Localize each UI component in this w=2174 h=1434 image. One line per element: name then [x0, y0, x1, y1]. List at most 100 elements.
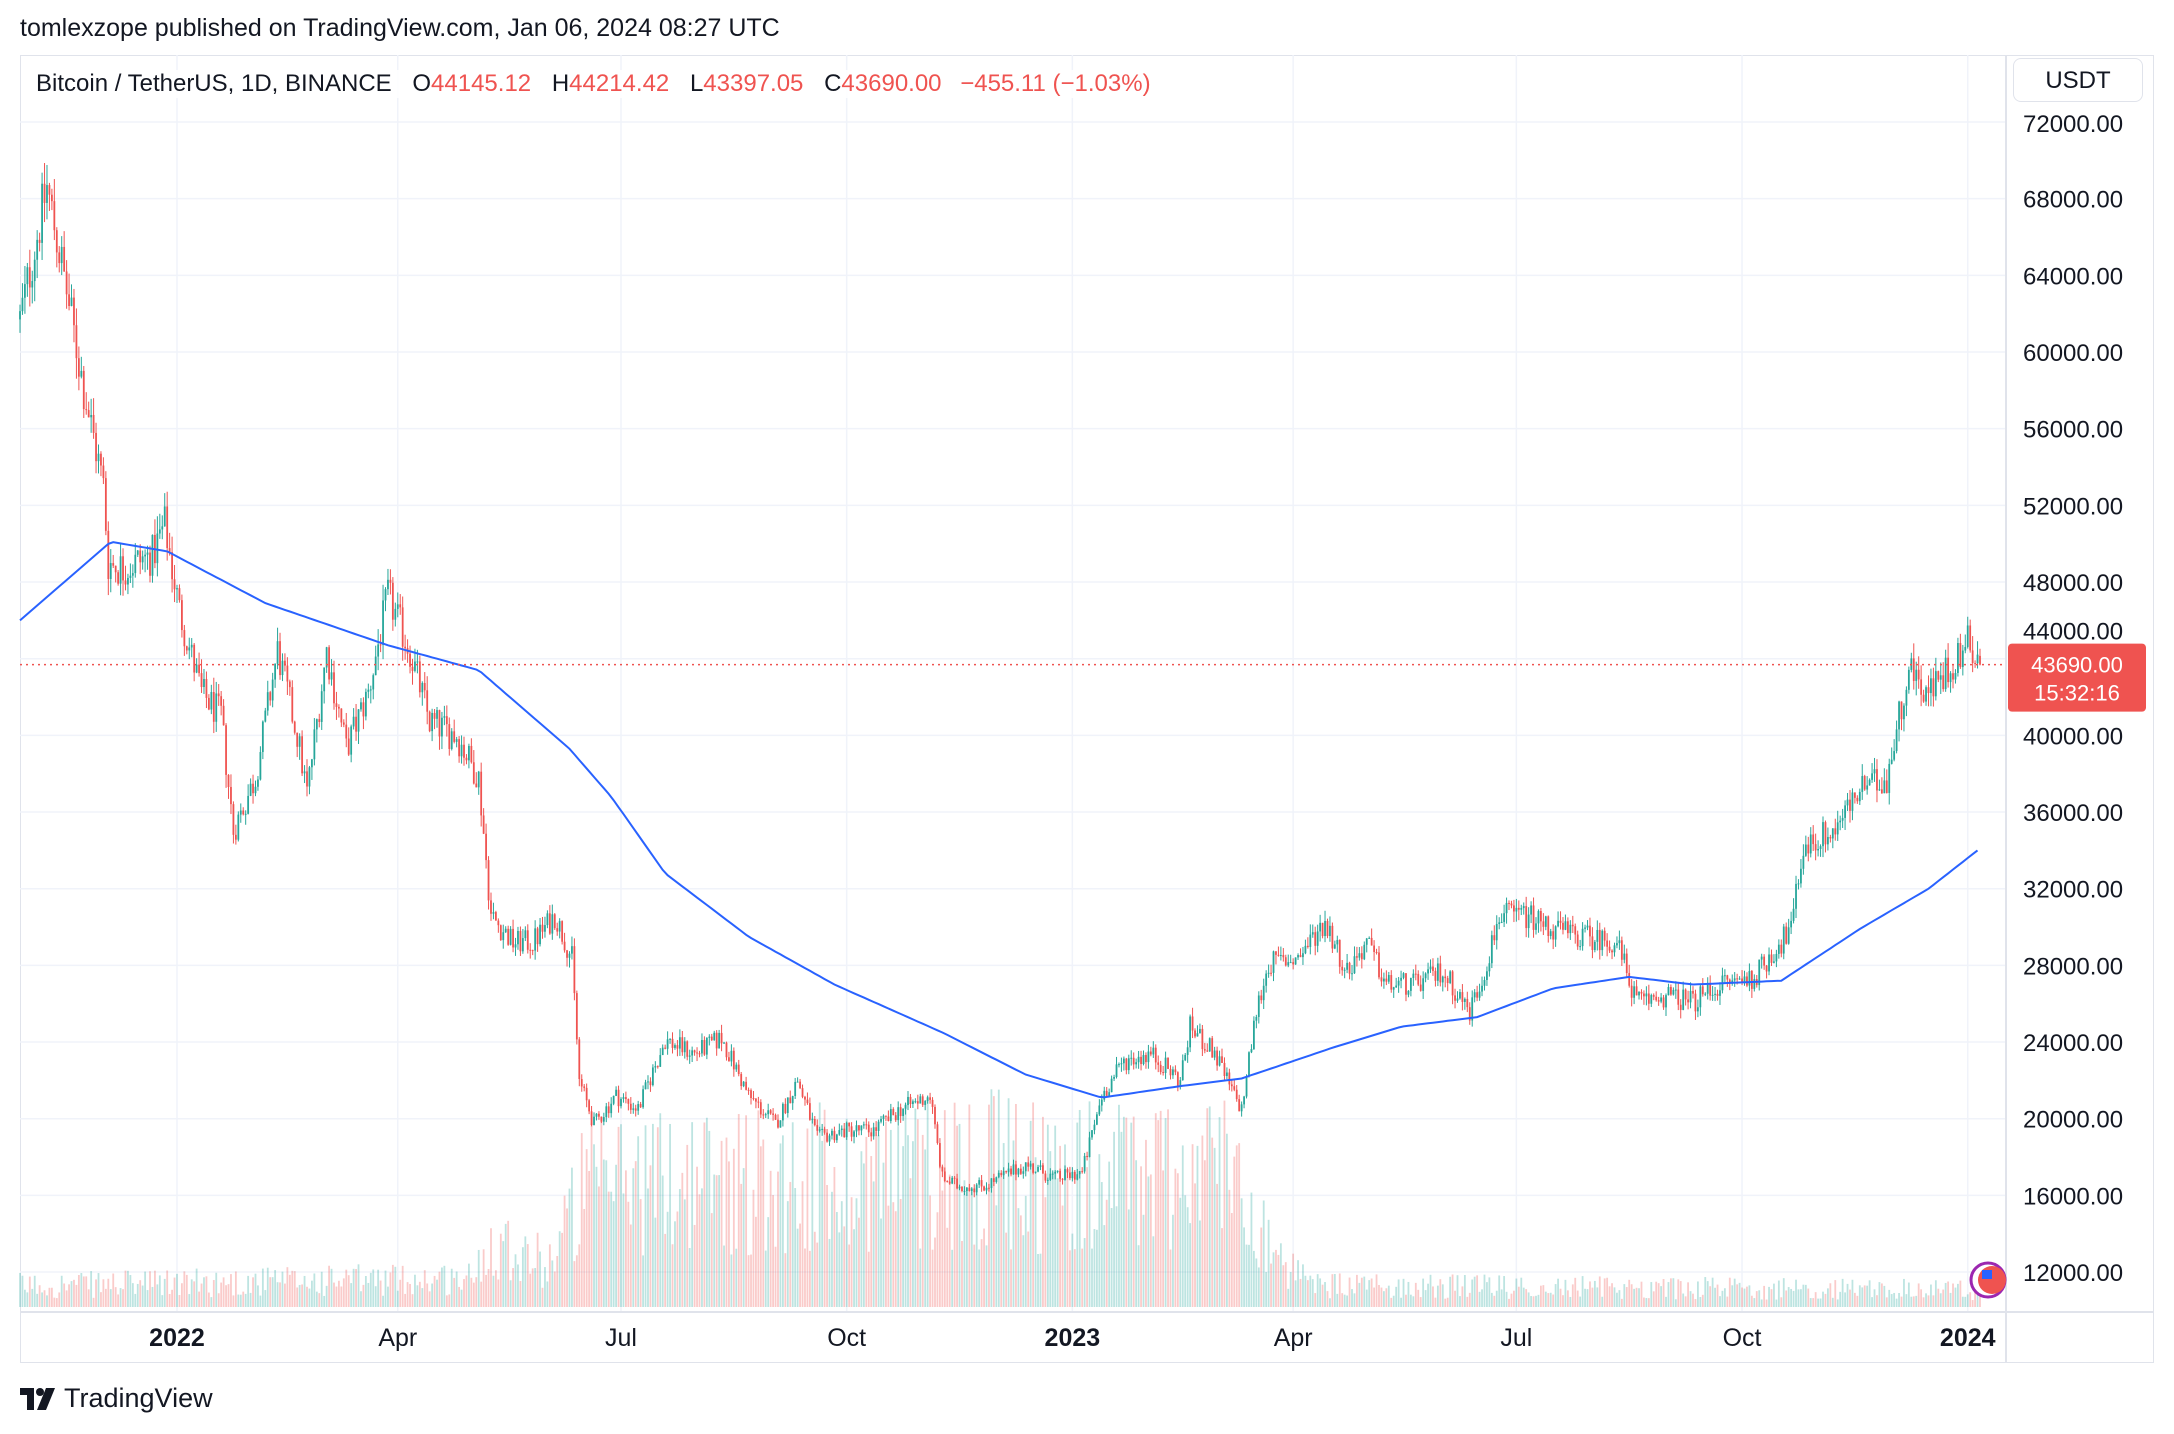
volume-bar: [1822, 1291, 1824, 1307]
volume-bar: [676, 1211, 679, 1307]
candle-body: [1319, 922, 1322, 932]
candle-body: [63, 246, 66, 272]
candle-body: [860, 1125, 863, 1131]
candle-body: [1154, 1047, 1157, 1063]
candle-body: [1226, 1072, 1228, 1076]
volume-bar: [816, 1242, 819, 1307]
candle-body: [629, 1103, 632, 1110]
volume-bar: [705, 1117, 708, 1307]
volume-bar: [1809, 1298, 1812, 1307]
volume-bar: [276, 1282, 279, 1307]
volume-bar: [728, 1161, 730, 1307]
candle-body: [1726, 975, 1729, 980]
volume-bar: [1073, 1249, 1076, 1307]
candle-body: [58, 252, 61, 264]
volume-bar: [1294, 1280, 1297, 1307]
volume-bar: [1360, 1277, 1363, 1307]
volume-bar: [539, 1251, 541, 1307]
volume-bar: [217, 1293, 220, 1307]
candle-body: [308, 767, 311, 787]
volume-bar: [617, 1126, 620, 1307]
candle-body: [1822, 822, 1824, 847]
volume-bar: [58, 1292, 61, 1307]
volume-bar: [1375, 1274, 1378, 1307]
candle-body: [1863, 776, 1866, 790]
volume-bar: [1719, 1296, 1721, 1307]
volume-bar: [1616, 1292, 1618, 1307]
candle-body: [355, 716, 357, 732]
candle-body: [909, 1096, 912, 1105]
candle-body: [1471, 997, 1474, 1021]
candle-body: [1365, 938, 1368, 945]
candle-body: [514, 944, 517, 948]
candle-body: [1174, 1069, 1177, 1073]
volume-bar: [968, 1104, 971, 1307]
volume-bar: [782, 1135, 784, 1307]
candle-body: [875, 1127, 878, 1131]
candle-body: [1157, 1062, 1160, 1065]
candle-body: [190, 644, 193, 648]
candle-body: [784, 1103, 787, 1114]
candle-body: [1576, 934, 1579, 947]
candle-body: [68, 294, 70, 307]
candle-body: [1741, 978, 1743, 982]
volume-bar: [369, 1272, 372, 1307]
volume-bar: [1753, 1298, 1756, 1307]
candle-body: [1738, 978, 1741, 980]
candle-body: [1056, 1170, 1059, 1172]
volume-bar: [1449, 1276, 1452, 1307]
volume-bar: [1120, 1131, 1123, 1307]
volume-bar: [647, 1188, 649, 1307]
volume-bar: [411, 1294, 414, 1307]
volume-bar: [337, 1280, 340, 1307]
tradingview-logo[interactable]: TradingView: [20, 1383, 213, 1414]
candle-body: [416, 661, 419, 663]
volume-bar: [1579, 1296, 1582, 1307]
candle-body: [497, 920, 500, 926]
volume-bar: [1699, 1297, 1702, 1307]
volume-bar: [1282, 1265, 1285, 1307]
candle-body: [288, 681, 291, 688]
volume-bar: [1927, 1295, 1930, 1307]
candle-body: [708, 1036, 711, 1038]
candle-body: [595, 1113, 598, 1117]
volume-bar: [1522, 1287, 1525, 1307]
candle-body: [968, 1187, 971, 1191]
volume-bar: [1503, 1276, 1506, 1307]
volume-bar: [82, 1276, 85, 1307]
volume-bar: [914, 1108, 917, 1307]
candle-body: [1363, 944, 1366, 960]
candle-body: [1846, 799, 1849, 806]
time-tick-label: 2024: [1940, 1324, 1996, 1352]
candle-body: [1302, 953, 1304, 958]
volume-bar: [1152, 1236, 1155, 1307]
volume-bar: [1957, 1283, 1959, 1307]
volume-bar: [958, 1123, 961, 1307]
candle-body: [502, 932, 505, 941]
volume-bar: [634, 1161, 637, 1307]
volume-bar: [465, 1275, 468, 1307]
currency-button[interactable]: USDT: [2013, 58, 2143, 102]
symbol-name[interactable]: Bitcoin / TetherUS, 1D, BINANCE: [36, 70, 392, 97]
tradingview-flag-icon[interactable]: [1969, 1261, 2007, 1299]
candle-body: [1566, 921, 1569, 934]
candle-body: [1947, 657, 1950, 683]
volume-bar: [1792, 1290, 1795, 1307]
candle-body: [122, 556, 124, 581]
volume-bar: [1785, 1290, 1788, 1307]
candle-body: [862, 1124, 865, 1126]
candle-body: [995, 1177, 998, 1182]
volume-bar: [666, 1211, 669, 1307]
volume-bar: [1547, 1293, 1550, 1307]
candle-body: [26, 267, 29, 285]
open-value: 44145.12: [431, 70, 532, 97]
volume-bar: [141, 1285, 144, 1307]
volume-bar: [529, 1273, 532, 1307]
volume-bar: [1554, 1284, 1557, 1307]
close-value: 43690.00: [841, 70, 942, 97]
volume-bar: [1267, 1219, 1270, 1307]
candle-body: [826, 1132, 828, 1142]
volume-bar: [1270, 1263, 1272, 1307]
volume-bar: [190, 1279, 193, 1307]
